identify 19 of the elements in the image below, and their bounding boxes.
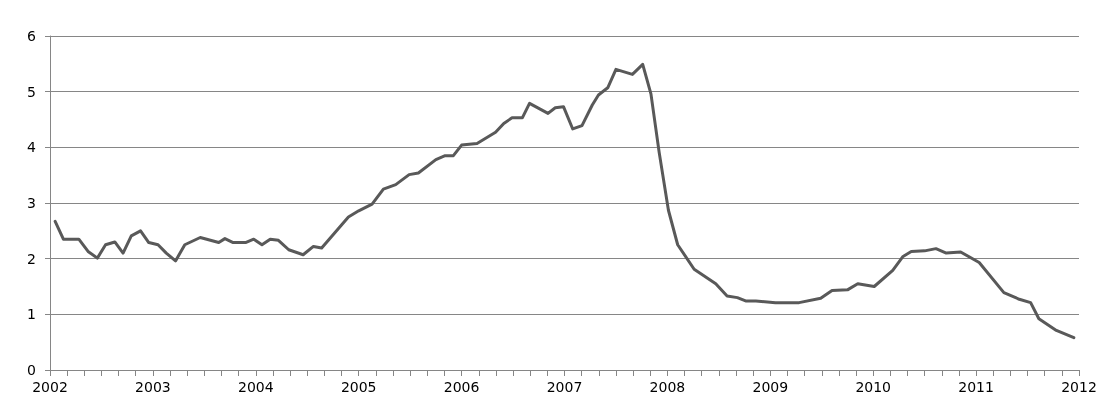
x-tick-label: 2008	[649, 379, 686, 395]
y-tick-label: 3	[27, 195, 36, 211]
y-tick-label: 6	[27, 28, 37, 44]
x-tick-label: 2002	[32, 379, 68, 395]
x-tick-label: 2005	[340, 379, 377, 395]
y-tick-label: 5	[27, 83, 36, 100]
x-tick-label: 2009	[752, 379, 789, 395]
y-tick-label: 4	[27, 139, 37, 156]
x-tick-label: 2012	[1061, 379, 1097, 395]
x-tick-label: 2007	[546, 379, 583, 395]
x-tick-label: 2003	[135, 379, 171, 395]
y-tick-label: 2	[27, 250, 36, 267]
y-tick-label: 0	[27, 362, 36, 378]
x-tick-label: 2011	[958, 379, 994, 395]
x-tick-label: 2010	[855, 379, 892, 395]
y-tick-label: 1	[27, 306, 36, 323]
x-tick-label: 2006	[443, 379, 480, 395]
line-series	[53, 62, 1076, 340]
x-tick-label: 2004	[237, 379, 274, 395]
